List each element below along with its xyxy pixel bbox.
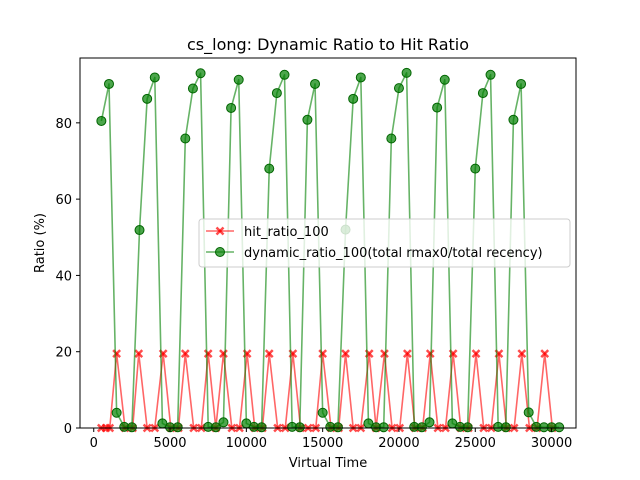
- data-point-dynamic-ratio: [401, 67, 412, 78]
- data-point-hit-ratio: [517, 349, 527, 359]
- data-point-dynamic-ratio: [416, 422, 427, 433]
- data-point-dynamic-ratio: [226, 102, 237, 113]
- data-point-dynamic-ratio: [187, 83, 198, 94]
- data-point-hit-ratio: [471, 349, 481, 359]
- data-point-dynamic-ratio: [485, 69, 496, 80]
- data-point-dynamic-ratio: [142, 93, 153, 104]
- data-point-hit-ratio: [425, 349, 435, 359]
- data-point-dynamic-ratio: [523, 407, 534, 418]
- data-point-hit-ratio: [180, 349, 190, 359]
- y-tick-label: 20: [55, 346, 72, 361]
- y-tick-label: 60: [55, 193, 72, 208]
- x-axis-label: Virtual Time: [289, 456, 367, 471]
- x-tick-label: 25000: [455, 436, 496, 451]
- y-tick-label: 0: [64, 422, 72, 437]
- legend-label-hit-ratio: hit_ratio_100: [244, 225, 329, 240]
- data-point-dynamic-ratio: [256, 422, 267, 433]
- y-tick-label: 80: [55, 117, 72, 132]
- data-point-dynamic-ratio: [332, 422, 343, 433]
- data-point-dynamic-ratio: [218, 417, 229, 428]
- data-point-dynamic-ratio: [180, 133, 191, 144]
- data-point-dynamic-ratio: [103, 78, 114, 89]
- data-point-dynamic-ratio: [264, 163, 275, 174]
- data-point-dynamic-ratio: [271, 88, 282, 99]
- data-point-hit-ratio: [341, 349, 350, 359]
- x-tick-label: 10000: [226, 436, 267, 451]
- data-point-dynamic-ratio: [378, 422, 389, 433]
- data-point-dynamic-ratio: [432, 102, 443, 113]
- plot-frame: [79, 57, 577, 429]
- x-axis: 0 5000 10000 15000 20000 25000 30000: [90, 428, 572, 451]
- data-point-dynamic-ratio: [439, 74, 450, 85]
- y-tick-label: 40: [55, 269, 72, 284]
- data-point-dynamic-ratio: [172, 422, 183, 433]
- data-point-hit-ratio: [318, 349, 328, 359]
- data-point-dynamic-ratio: [393, 83, 404, 94]
- y-axis-label: Ratio (%): [33, 213, 48, 273]
- data-point-dynamic-ratio: [210, 422, 221, 433]
- data-point-dynamic-ratio: [355, 72, 366, 83]
- data-point-dynamic-ratio: [508, 114, 519, 125]
- data-point-dynamic-ratio: [149, 72, 160, 83]
- legend-marker-x-icon: [215, 226, 225, 236]
- data-point-hit-ratio: [134, 349, 144, 359]
- data-point-hit-ratio: [402, 349, 412, 359]
- x-tick-label: 5000: [153, 436, 186, 451]
- x-tick-label: 15000: [302, 436, 343, 451]
- data-point-dynamic-ratio: [477, 88, 488, 99]
- data-point-hit-ratio: [112, 349, 122, 359]
- data-point-dynamic-ratio: [96, 115, 107, 126]
- chart-title: cs_long: Dynamic Ratio to Hit Ratio: [187, 35, 469, 55]
- x-tick-label: 20000: [378, 436, 419, 451]
- x-tick-label: 30000: [531, 436, 572, 451]
- data-point-dynamic-ratio: [470, 163, 481, 174]
- legend-marker-x-stroke-b: [215, 226, 225, 236]
- data-point-dynamic-ratio: [195, 68, 206, 79]
- data-point-dynamic-ratio: [516, 78, 527, 89]
- data-point-dynamic-ratio: [294, 422, 305, 433]
- legend-label-dynamic-ratio: dynamic_ratio_100(total rmax0/total rece…: [244, 246, 543, 261]
- data-point-dynamic-ratio: [302, 114, 313, 125]
- legend-box: [198, 218, 571, 268]
- data-point-dynamic-ratio: [126, 422, 137, 433]
- data-point-dynamic-ratio: [424, 417, 435, 428]
- data-point-hit-ratio: [380, 349, 389, 359]
- data-point-hit-ratio: [264, 349, 274, 359]
- data-point-dynamic-ratio: [279, 69, 290, 80]
- data-point-dynamic-ratio: [310, 78, 321, 89]
- data-point-dynamic-ratio: [554, 422, 565, 433]
- legend: hit_ratio_100 dynamic_ratio_100(total rm…: [198, 218, 571, 268]
- data-point-hit-ratio: [540, 349, 550, 359]
- data-point-dynamic-ratio: [462, 422, 473, 433]
- data-point-dynamic-ratio: [317, 407, 328, 418]
- data-point-dynamic-ratio: [500, 422, 511, 433]
- data-point-dynamic-ratio: [233, 74, 244, 85]
- data-point-dynamic-ratio: [134, 225, 145, 236]
- data-point-dynamic-ratio: [111, 407, 122, 418]
- y-axis: 0 20 40 60 80: [55, 117, 80, 437]
- legend-marker-circle-icon: [215, 247, 225, 257]
- x-tick-label: 0: [90, 436, 98, 451]
- data-point-dynamic-ratio: [386, 133, 397, 144]
- data-point-dynamic-ratio: [348, 93, 359, 104]
